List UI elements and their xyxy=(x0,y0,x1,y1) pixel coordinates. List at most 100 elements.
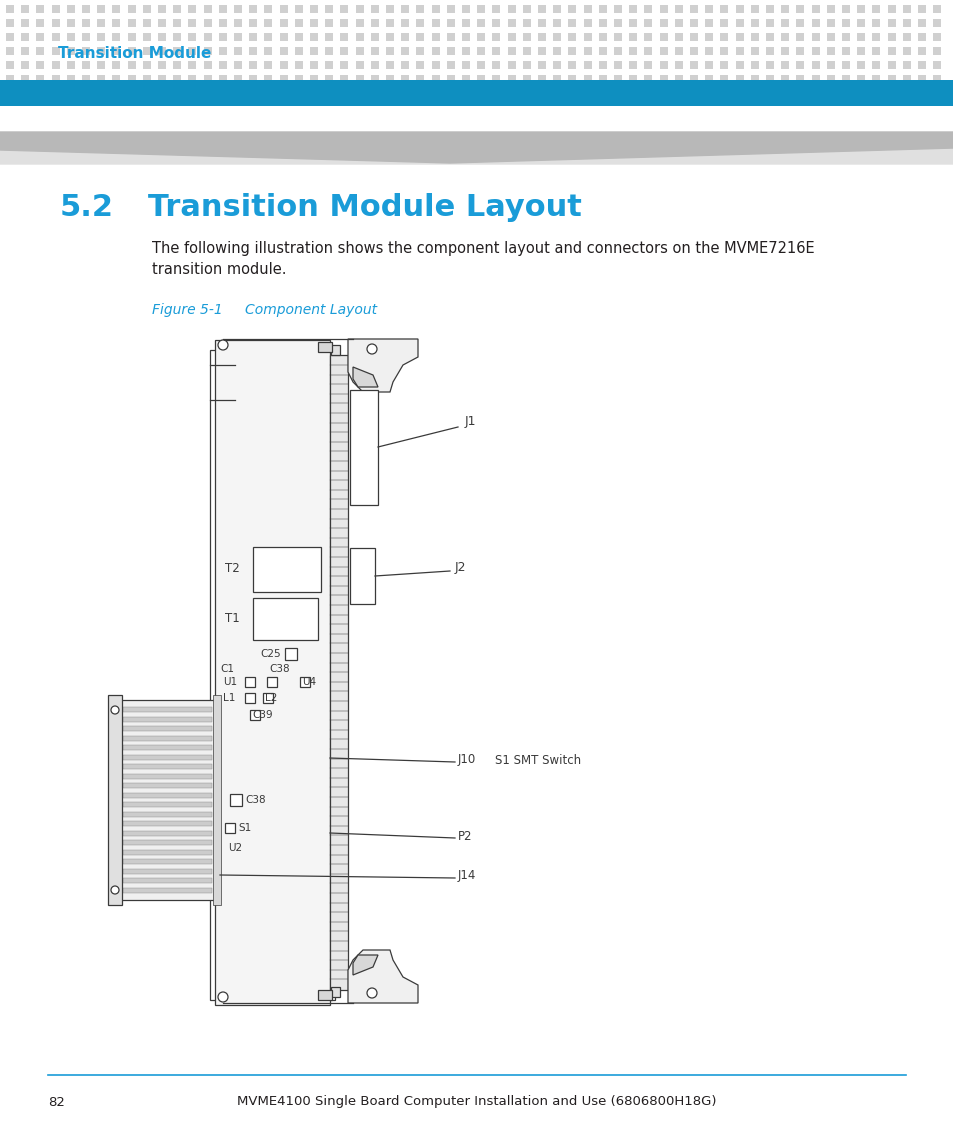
Bar xyxy=(340,19,348,27)
Bar xyxy=(917,33,925,41)
Bar xyxy=(158,47,166,55)
Bar xyxy=(233,19,242,27)
Bar xyxy=(416,61,424,69)
Text: U1: U1 xyxy=(223,677,237,687)
Bar xyxy=(213,695,221,905)
Bar xyxy=(841,76,849,82)
Bar xyxy=(264,76,273,82)
Bar xyxy=(476,33,485,41)
Text: T1: T1 xyxy=(225,613,239,625)
Bar xyxy=(750,47,758,55)
Text: U4: U4 xyxy=(302,677,315,687)
Bar xyxy=(355,5,363,13)
Bar xyxy=(331,345,339,355)
Bar xyxy=(158,33,166,41)
Bar xyxy=(659,47,667,55)
Bar xyxy=(249,5,257,13)
Bar xyxy=(902,76,910,82)
Bar xyxy=(6,33,14,41)
Bar xyxy=(386,61,394,69)
Bar xyxy=(279,19,287,27)
Bar xyxy=(902,19,910,27)
Bar xyxy=(82,33,90,41)
Text: T2: T2 xyxy=(225,562,239,576)
Bar xyxy=(67,5,74,13)
Bar xyxy=(203,5,212,13)
Bar xyxy=(659,19,667,27)
Bar xyxy=(659,76,667,82)
Bar xyxy=(917,76,925,82)
Text: U2: U2 xyxy=(228,843,242,853)
Bar xyxy=(674,5,682,13)
Bar xyxy=(350,390,377,505)
Bar xyxy=(598,76,606,82)
Bar xyxy=(386,33,394,41)
Bar xyxy=(476,5,485,13)
Bar xyxy=(299,677,310,687)
Bar xyxy=(386,76,394,82)
Bar xyxy=(294,47,302,55)
Bar xyxy=(811,19,819,27)
Bar xyxy=(203,47,212,55)
Bar xyxy=(340,33,348,41)
Bar xyxy=(629,76,637,82)
Bar xyxy=(285,648,296,660)
Bar xyxy=(735,61,742,69)
Bar xyxy=(522,33,530,41)
Bar xyxy=(416,47,424,55)
Bar xyxy=(97,47,105,55)
Bar xyxy=(123,869,212,874)
Bar xyxy=(811,47,819,55)
Bar xyxy=(21,5,30,13)
Bar xyxy=(158,61,166,69)
Circle shape xyxy=(111,886,119,894)
Bar xyxy=(6,19,14,27)
Bar xyxy=(112,33,120,41)
Bar xyxy=(507,19,515,27)
Bar xyxy=(841,33,849,41)
Bar xyxy=(735,5,742,13)
Bar xyxy=(553,33,560,41)
Text: C25: C25 xyxy=(260,649,280,660)
Bar xyxy=(340,47,348,55)
Bar xyxy=(67,76,74,82)
Bar xyxy=(203,33,212,41)
Bar xyxy=(67,33,74,41)
Bar xyxy=(476,47,485,55)
Bar xyxy=(614,76,621,82)
Bar xyxy=(173,47,181,55)
Bar xyxy=(507,47,515,55)
Bar xyxy=(51,47,59,55)
Text: L2: L2 xyxy=(265,693,277,703)
Bar xyxy=(492,61,500,69)
Bar xyxy=(188,19,196,27)
Circle shape xyxy=(218,992,228,1002)
Bar xyxy=(507,33,515,41)
Bar xyxy=(932,19,941,27)
Bar xyxy=(871,33,880,41)
Bar xyxy=(249,47,257,55)
Bar xyxy=(537,5,545,13)
Bar xyxy=(735,33,742,41)
Bar xyxy=(123,735,212,741)
Bar xyxy=(371,5,378,13)
Bar xyxy=(386,19,394,27)
Bar xyxy=(279,5,287,13)
Bar xyxy=(537,76,545,82)
Bar xyxy=(36,76,45,82)
Bar xyxy=(123,850,212,854)
Bar xyxy=(446,76,455,82)
Bar xyxy=(249,33,257,41)
Bar xyxy=(902,61,910,69)
Bar xyxy=(461,76,470,82)
Bar xyxy=(218,5,227,13)
Bar xyxy=(796,61,803,69)
Bar xyxy=(720,5,728,13)
Bar xyxy=(704,61,713,69)
Bar xyxy=(643,19,652,27)
Text: J1: J1 xyxy=(464,416,476,428)
Bar xyxy=(720,33,728,41)
Bar xyxy=(416,33,424,41)
Bar xyxy=(735,47,742,55)
Bar xyxy=(294,5,302,13)
